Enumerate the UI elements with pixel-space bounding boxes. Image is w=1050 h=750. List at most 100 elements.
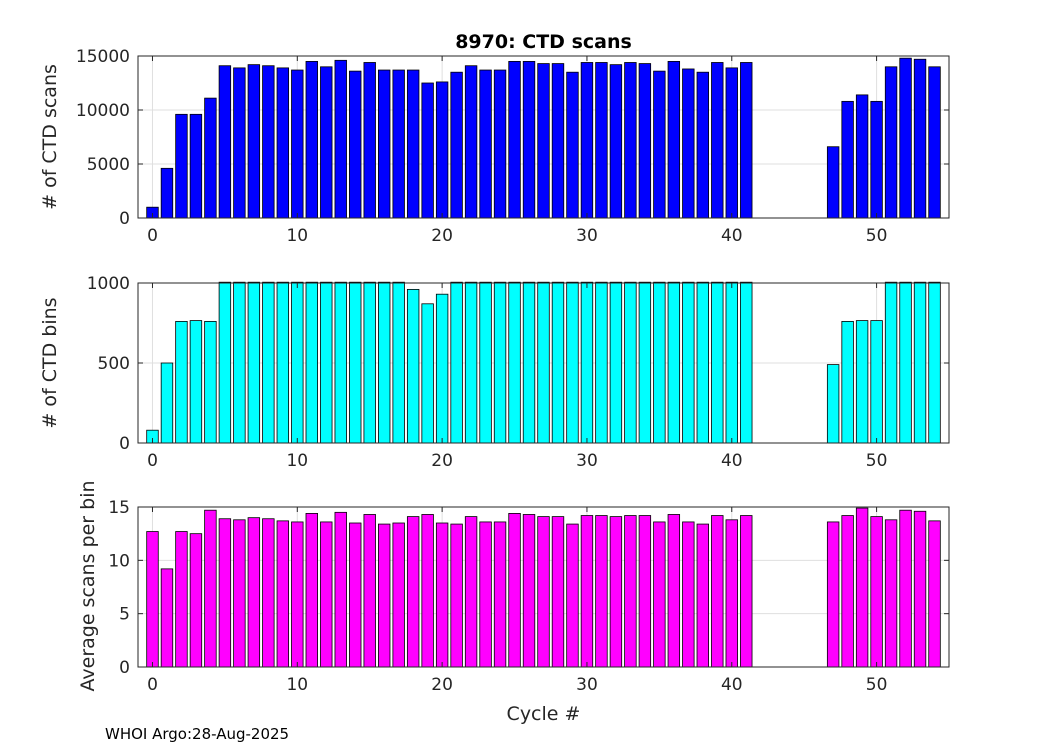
bar [464, 281, 478, 444]
bar [175, 320, 188, 444]
bar [841, 515, 854, 668]
bar [349, 522, 362, 668]
bar [204, 320, 217, 444]
bar [913, 281, 927, 444]
bar [247, 64, 261, 219]
bar [334, 511, 347, 668]
bar [276, 520, 290, 668]
bar [551, 516, 565, 668]
y-tick-label: 15 [108, 498, 130, 518]
y-tick-label: 5 [119, 605, 130, 625]
bar [638, 63, 652, 219]
bar [624, 515, 637, 668]
bar [406, 288, 420, 444]
bar [566, 523, 579, 668]
bar [595, 62, 608, 219]
bar [378, 69, 391, 219]
y-tick-label: 15000 [76, 47, 130, 67]
bar [740, 62, 753, 219]
bar [508, 513, 521, 668]
bar [826, 364, 840, 444]
y-axis-label: # of CTD bins [39, 297, 61, 428]
bar [913, 510, 927, 668]
bar [493, 521, 507, 668]
bar [189, 533, 203, 668]
bar [609, 64, 623, 219]
bar [479, 521, 492, 668]
bar [349, 281, 362, 444]
bar [146, 531, 159, 668]
bar [638, 515, 652, 668]
x-tick-label: 30 [576, 451, 598, 471]
bar [841, 320, 854, 444]
bar [537, 516, 550, 668]
bar [638, 281, 652, 444]
x-tick-label: 50 [866, 226, 888, 246]
bar [884, 519, 898, 668]
y-tick-label: 0 [119, 658, 130, 678]
bar [291, 69, 304, 219]
bar [218, 281, 232, 444]
bar [320, 66, 333, 219]
bar [711, 281, 724, 444]
x-tick-label: 40 [721, 226, 743, 246]
bar [624, 281, 637, 444]
x-tick-label: 10 [286, 451, 308, 471]
bar [522, 514, 536, 668]
bar [899, 57, 912, 219]
bar [696, 281, 709, 444]
x-tick-label: 50 [866, 675, 888, 695]
bar [899, 509, 912, 668]
bar [320, 281, 333, 444]
bar [522, 61, 536, 219]
bar [508, 61, 521, 219]
bar [421, 303, 434, 444]
bar [740, 515, 753, 668]
bar [363, 62, 376, 219]
bar [609, 516, 623, 668]
bar [464, 516, 478, 668]
x-tick-label: 0 [147, 451, 158, 471]
bar [913, 58, 927, 219]
axes-box [137, 55, 950, 219]
bar [349, 70, 362, 219]
bar [479, 281, 492, 444]
bar [653, 281, 666, 444]
bar [870, 516, 883, 668]
axes-box [137, 506, 950, 668]
bar [276, 281, 290, 444]
bar [667, 61, 681, 219]
bar [262, 65, 275, 219]
bar [855, 320, 869, 444]
y-tick-label: 0 [119, 434, 130, 454]
bar [291, 281, 304, 444]
bar [160, 568, 174, 668]
bar [580, 62, 594, 219]
bar [406, 69, 420, 219]
bar [725, 519, 738, 668]
bar [218, 65, 232, 219]
bar [537, 63, 550, 219]
bar [566, 281, 579, 444]
bar [595, 515, 608, 668]
chart-title: 8970: CTD scans [455, 31, 632, 53]
bar [884, 66, 898, 219]
bar [493, 69, 507, 219]
bar [928, 66, 941, 219]
bar [305, 61, 318, 219]
bar [870, 320, 883, 444]
bar [392, 69, 405, 219]
x-tick-label: 50 [866, 451, 888, 471]
bar [624, 62, 637, 219]
bar [508, 281, 521, 444]
x-tick-label: 20 [431, 675, 453, 695]
bar [580, 515, 594, 668]
bar [479, 69, 492, 219]
bar [334, 59, 347, 219]
bar [899, 281, 912, 444]
bar [204, 509, 217, 668]
bar [682, 521, 695, 668]
bar [566, 71, 579, 219]
x-axis-label: Cycle # [507, 703, 581, 725]
bar [696, 71, 709, 219]
